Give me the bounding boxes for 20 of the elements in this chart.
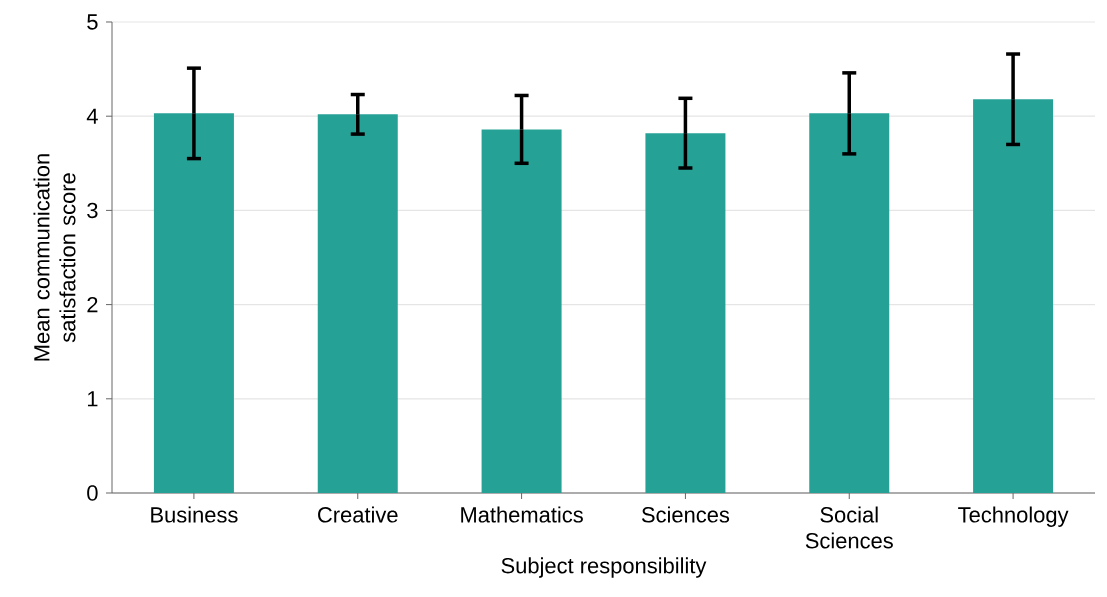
bar — [153, 113, 234, 493]
bar — [809, 113, 890, 493]
y-tick-label: 4 — [86, 108, 98, 124]
y-tick-label: 1 — [87, 391, 98, 407]
x-tick-label: Creative — [318, 506, 398, 523]
x-tick-label: Business — [151, 506, 238, 523]
x-tick-label: Sciences — [641, 506, 730, 523]
x-tick-label: Mathematics — [461, 506, 583, 523]
y-tick-label: 2 — [87, 296, 98, 313]
x-tick-label: Social Sciences — [805, 506, 893, 549]
y-tick-label: 5 — [87, 14, 98, 30]
bar — [317, 114, 398, 493]
x-axis-title: Subject responsibility — [501, 557, 707, 578]
bar — [645, 133, 726, 493]
y-tick-label: 0 — [87, 485, 98, 501]
bar — [481, 129, 562, 493]
x-tick-label: Technology — [958, 506, 1069, 527]
y-axis-title: Mean communication satisfaction score — [33, 154, 76, 361]
bar — [973, 99, 1054, 493]
y-tick-label: 3 — [87, 202, 98, 219]
